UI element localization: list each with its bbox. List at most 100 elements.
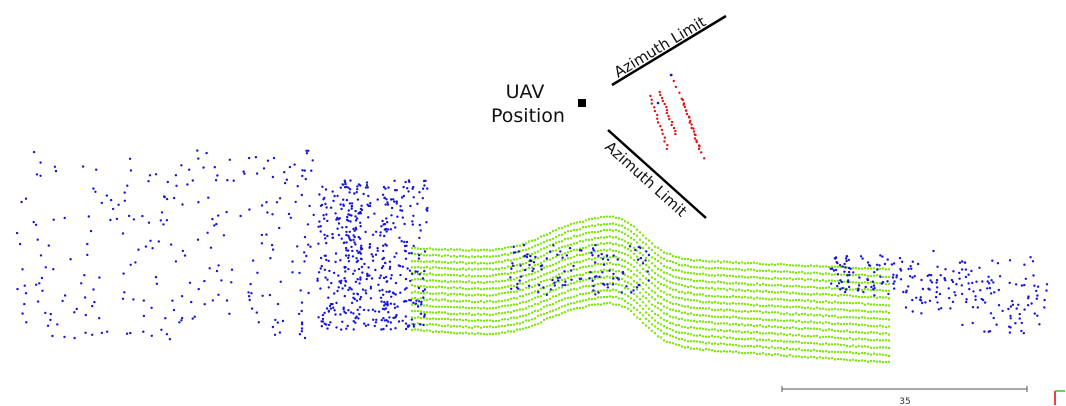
point — [471, 288, 473, 290]
point — [729, 288, 731, 290]
point — [879, 310, 881, 312]
point — [338, 280, 340, 282]
point — [639, 298, 641, 300]
point — [474, 282, 476, 284]
point — [261, 295, 263, 297]
point — [489, 268, 491, 270]
point — [873, 294, 875, 296]
point — [504, 318, 506, 320]
point — [580, 249, 582, 251]
point — [848, 286, 850, 288]
point — [486, 281, 488, 283]
point — [453, 281, 455, 283]
point — [495, 255, 497, 257]
point — [932, 250, 934, 252]
point — [810, 342, 812, 344]
uav-label-line: Position — [491, 105, 565, 127]
point — [867, 303, 869, 305]
point — [477, 301, 479, 303]
point — [84, 332, 86, 334]
point — [627, 302, 629, 304]
point — [810, 300, 812, 302]
point — [690, 123, 692, 125]
point — [525, 287, 527, 289]
point — [882, 304, 884, 306]
point — [858, 324, 860, 326]
point — [705, 281, 707, 283]
point — [173, 197, 175, 199]
point — [816, 279, 818, 281]
point — [819, 308, 821, 310]
point — [792, 291, 794, 293]
point — [198, 288, 200, 290]
point — [441, 267, 443, 269]
point — [717, 343, 719, 345]
point — [308, 205, 310, 207]
point — [965, 298, 967, 300]
point — [414, 266, 416, 268]
point — [828, 336, 830, 338]
point — [465, 256, 467, 258]
point — [423, 273, 425, 275]
point — [213, 224, 215, 226]
point — [161, 211, 163, 213]
point — [516, 322, 518, 324]
point — [399, 209, 401, 211]
point — [861, 352, 863, 354]
point — [738, 317, 740, 319]
point — [516, 290, 518, 292]
point — [351, 250, 353, 252]
point — [474, 333, 476, 335]
point — [837, 280, 839, 282]
point — [627, 235, 629, 237]
point — [559, 276, 561, 278]
point — [672, 329, 674, 331]
point — [756, 331, 758, 333]
point — [1009, 331, 1011, 333]
point — [681, 291, 683, 293]
point — [720, 302, 722, 304]
point — [474, 314, 476, 316]
point — [840, 330, 842, 332]
point — [441, 255, 443, 257]
point — [162, 223, 164, 225]
point — [329, 305, 331, 307]
point — [804, 349, 806, 351]
point — [150, 307, 152, 309]
point — [333, 272, 335, 274]
point — [726, 344, 728, 346]
point — [459, 312, 461, 314]
point — [672, 342, 674, 344]
point — [621, 238, 623, 240]
point — [597, 231, 599, 233]
point — [477, 263, 479, 265]
point — [412, 223, 414, 225]
point — [726, 268, 728, 270]
point — [828, 293, 830, 295]
point — [1009, 282, 1011, 284]
point — [936, 301, 938, 303]
point — [307, 292, 309, 294]
point — [750, 352, 752, 354]
point — [657, 335, 659, 337]
point — [747, 317, 749, 319]
point — [699, 300, 701, 302]
point — [549, 259, 551, 261]
point — [789, 277, 791, 279]
point — [660, 317, 662, 319]
point — [549, 298, 551, 300]
point — [870, 331, 872, 333]
point — [53, 219, 55, 221]
point — [783, 263, 785, 265]
point — [741, 352, 743, 354]
point — [420, 267, 422, 269]
point — [414, 310, 416, 312]
point — [819, 280, 821, 282]
point — [609, 235, 611, 237]
point — [762, 319, 764, 321]
point — [738, 310, 740, 312]
point — [693, 272, 695, 274]
point — [426, 304, 428, 306]
point — [717, 280, 719, 282]
point — [660, 283, 662, 285]
